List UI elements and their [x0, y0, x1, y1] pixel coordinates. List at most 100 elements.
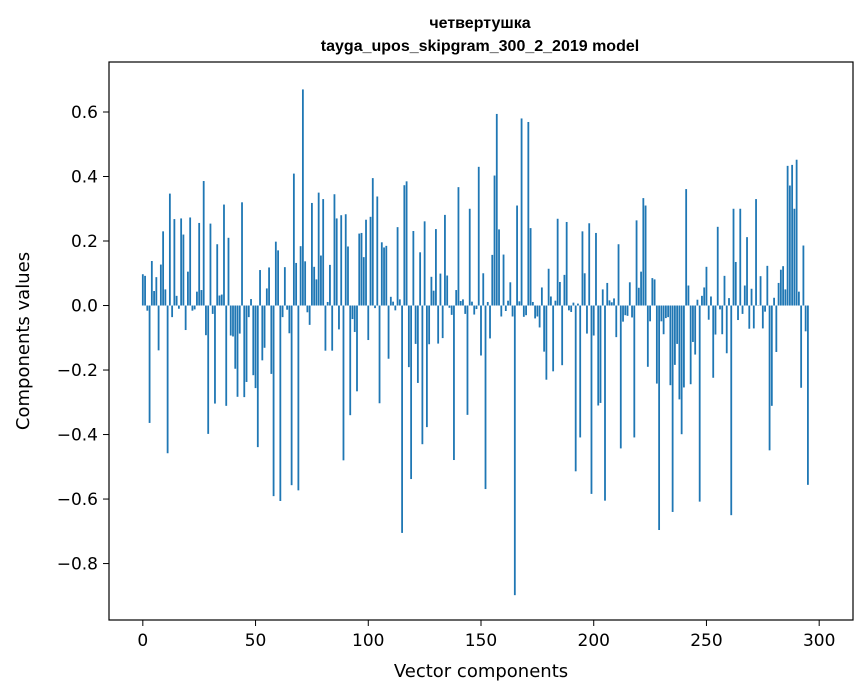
bar: [741, 305, 744, 314]
bar: [205, 305, 207, 336]
bar: [394, 305, 397, 311]
bar: [671, 305, 674, 512]
bar: [369, 216, 372, 306]
bar: [631, 305, 633, 318]
bar: [227, 237, 230, 306]
bar: [766, 265, 769, 306]
bar: [184, 305, 187, 331]
bar: [644, 205, 647, 306]
bar: [299, 246, 302, 306]
bar: [737, 305, 739, 321]
bar: [498, 229, 500, 306]
bar: [412, 231, 415, 306]
bar: [495, 113, 498, 306]
bar: [637, 287, 640, 306]
bar: [259, 270, 261, 306]
bar: [360, 232, 363, 306]
bar: [617, 244, 620, 306]
bar: [689, 305, 692, 385]
bar: [177, 305, 180, 309]
bar: [536, 305, 539, 317]
y-tick-label: 0.2: [71, 232, 98, 252]
bar: [157, 305, 160, 351]
bar: [685, 189, 688, 306]
bar: [380, 242, 383, 306]
bar: [570, 305, 573, 312]
bar: [430, 276, 433, 306]
bar: [166, 305, 169, 454]
bar: [335, 218, 338, 306]
bar: [218, 295, 221, 306]
bar: [168, 193, 171, 306]
bar: [626, 305, 629, 316]
bar: [234, 305, 237, 369]
bar: [347, 246, 349, 306]
bar: [572, 302, 575, 306]
bar: [477, 166, 480, 306]
bar: [432, 290, 435, 306]
bar: [272, 305, 275, 497]
bar: [198, 222, 201, 306]
bar: [159, 264, 162, 306]
bar: [180, 218, 183, 306]
bar: [755, 199, 757, 306]
bar: [721, 305, 724, 335]
bar: [628, 282, 631, 306]
bar: [297, 305, 300, 491]
bar: [371, 178, 374, 306]
bar: [669, 305, 672, 386]
bar: [288, 305, 291, 334]
bar: [696, 299, 699, 306]
bar: [358, 233, 361, 306]
chart-title-line-1: четвертушка: [429, 15, 530, 32]
bar: [468, 208, 471, 306]
bar: [274, 241, 277, 306]
bar: [450, 305, 453, 315]
bar: [802, 245, 805, 306]
bar: [592, 305, 595, 336]
bar: [500, 305, 503, 317]
bar: [642, 198, 645, 306]
bar: [653, 279, 656, 306]
bar: [662, 305, 665, 335]
bar: [793, 208, 796, 306]
bar: [457, 187, 460, 306]
bar: [750, 288, 753, 306]
bar: [559, 281, 561, 306]
bar: [329, 264, 331, 306]
bar: [261, 305, 264, 361]
bar: [619, 305, 622, 449]
bar: [232, 305, 234, 337]
bar: [378, 305, 381, 404]
bar: [511, 305, 514, 317]
bar: [216, 244, 219, 306]
bar: [707, 305, 710, 320]
bar: [651, 278, 654, 306]
bar: [398, 299, 401, 306]
bar: [680, 305, 683, 435]
bar: [525, 305, 527, 316]
bar: [308, 305, 311, 325]
bar: [775, 305, 778, 352]
bar: [207, 305, 210, 434]
bar: [196, 291, 198, 306]
x-tick-label: 300: [803, 631, 835, 651]
bar: [459, 301, 462, 306]
bar: [484, 305, 487, 490]
bar: [403, 185, 406, 306]
bar: [250, 299, 252, 306]
bar: [529, 228, 532, 306]
y-tick-label: −0.8: [57, 555, 98, 575]
bar: [719, 305, 721, 310]
bar: [777, 282, 780, 306]
bar: [480, 305, 482, 356]
bar: [153, 291, 155, 306]
bar: [746, 237, 748, 306]
bar: [732, 208, 735, 306]
bar: [211, 305, 214, 314]
bar: [448, 305, 451, 308]
bar: [331, 305, 334, 351]
bar: [552, 305, 555, 372]
bar: [613, 298, 615, 306]
